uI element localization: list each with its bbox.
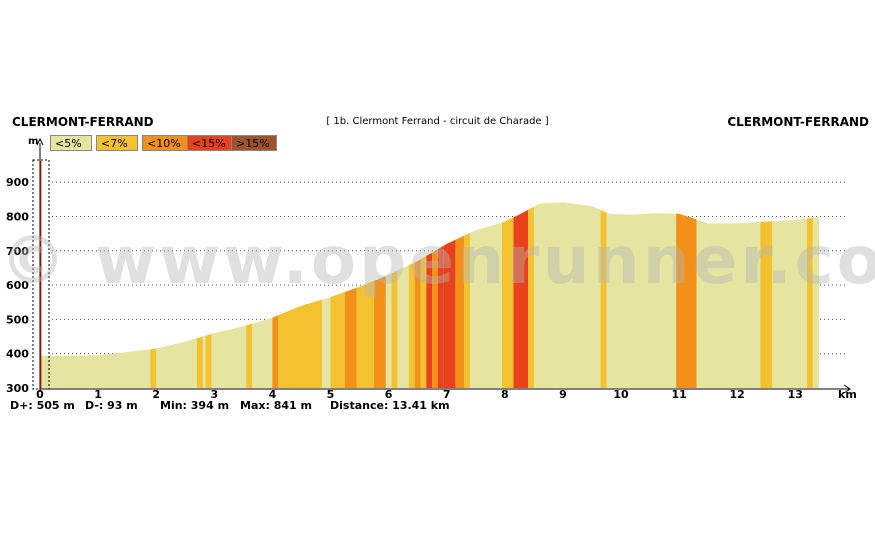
end-place-label: CLERMONT-FERRAND <box>727 115 869 129</box>
y-tick-label: 900 <box>6 176 29 189</box>
gradient-segment <box>150 348 157 388</box>
y-tick-label: 300 <box>6 382 29 395</box>
y-tick-label: 700 <box>6 245 29 258</box>
gradient-segment <box>513 209 528 388</box>
gradient-segment <box>205 334 212 388</box>
legend-item-lt10: <10% <box>142 135 188 151</box>
gradient-segment <box>432 249 438 388</box>
gradient-segment <box>600 210 607 388</box>
gradient-segment <box>330 292 345 388</box>
gradient-segment <box>196 336 203 388</box>
x-tick-label: 2 <box>152 388 160 401</box>
gradient-segment <box>443 239 456 388</box>
x-axis-arrow <box>843 384 851 394</box>
gradient-segment <box>760 221 773 388</box>
gradient-segment <box>426 252 433 388</box>
x-tick-label: 7 <box>443 388 451 401</box>
max-elevation-stat: Max: 841 m <box>240 399 312 412</box>
gradient-segment <box>374 276 386 388</box>
d-minus-stat: D-: 93 m <box>85 399 138 412</box>
x-tick-label: 5 <box>327 388 335 401</box>
gradient-segment <box>246 323 253 388</box>
x-tick-label: 11 <box>671 388 686 401</box>
gradient-segment <box>391 270 398 388</box>
gradient-segments <box>150 206 813 388</box>
y-tick-label: 400 <box>6 348 29 361</box>
y-axis-label: m <box>28 136 38 147</box>
x-tick-label: 0 <box>36 388 44 401</box>
x-tick-label: 12 <box>730 388 745 401</box>
x-tick-label: 9 <box>559 388 567 401</box>
legend-item-lt7: <7% <box>96 135 138 151</box>
y-tick-labels: 300 400 500 600 700 800 900 <box>6 176 29 395</box>
legend-item-gt15: >15% <box>231 135 277 151</box>
legend-label: <10% <box>147 137 181 150</box>
gradient-segment <box>408 262 415 388</box>
legend-label: >15% <box>236 137 270 150</box>
x-tick-label: 1 <box>94 388 102 401</box>
gradient-segment <box>278 299 322 388</box>
gradient-segment <box>420 255 427 388</box>
start-place-label: CLERMONT-FERRAND <box>12 115 154 129</box>
gradient-segment <box>345 287 357 388</box>
x-tick-label: 13 <box>788 388 803 401</box>
legend-label: <5% <box>55 137 82 150</box>
d-plus-stat: D+: 505 m <box>10 399 75 412</box>
y-axis-arrow <box>36 137 44 146</box>
x-tick-label: 10 <box>613 388 629 401</box>
gradient-segment <box>682 214 697 388</box>
gradient-segment <box>528 206 534 388</box>
min-elevation-stat: Min: 394 m <box>160 399 230 412</box>
route-title: [ 1b. Clermont Ferrand - circuit de Char… <box>326 116 549 127</box>
gradient-segment <box>806 217 813 388</box>
gradient-segment <box>676 213 682 388</box>
x-tick-label: 8 <box>501 388 509 401</box>
gradient-segment <box>501 217 514 388</box>
gradient-segment <box>455 235 465 388</box>
x-tick-label: 3 <box>210 388 218 401</box>
gradient-segment <box>438 245 444 388</box>
gradient-segment <box>272 315 279 388</box>
gradient-segment <box>414 259 421 388</box>
legend-item-lt5: <5% <box>50 135 92 151</box>
y-tick-label: 600 <box>6 279 29 292</box>
y-tick-label: 800 <box>6 211 29 224</box>
distance-stat: Distance: 13.41 km <box>330 399 450 412</box>
legend-label: <7% <box>101 137 128 150</box>
gradient-segment <box>464 233 470 388</box>
x-tick-labels: 0 1 2 3 4 5 6 7 8 9 10 11 12 13 <box>36 388 803 401</box>
gradient-segment <box>356 280 375 388</box>
x-tick-label: 4 <box>269 388 277 401</box>
x-axis-label: km <box>838 388 857 401</box>
y-tick-label: 500 <box>6 313 29 326</box>
legend-item-lt15: <15% <box>187 135 233 151</box>
legend-label: <15% <box>192 137 226 150</box>
axes: m km <box>28 136 857 401</box>
x-tick-label: 6 <box>385 388 393 401</box>
